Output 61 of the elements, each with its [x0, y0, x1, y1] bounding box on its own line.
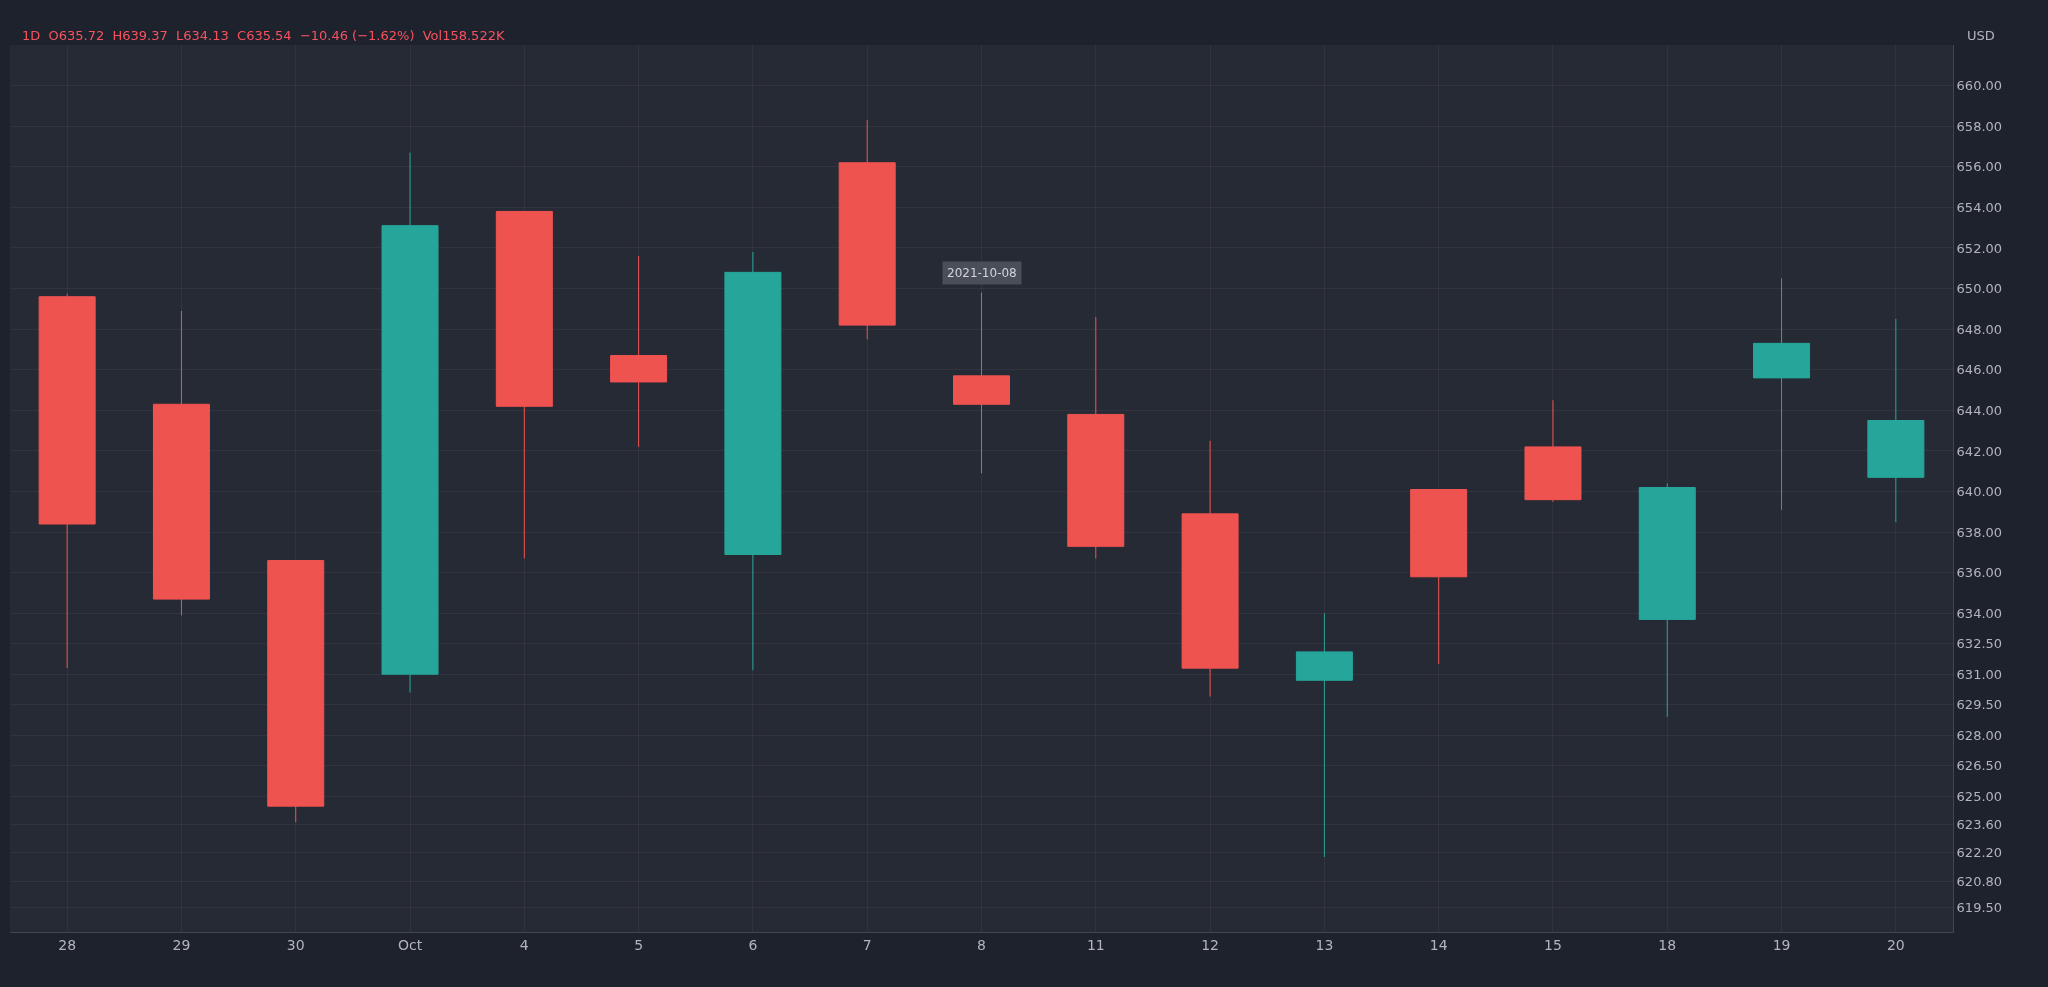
candlestick — [1410, 489, 1468, 665]
x-tick-label: 15 — [1544, 936, 1562, 953]
y-tick-label: 654.00 — [1956, 199, 2003, 215]
candlestick — [1067, 316, 1125, 560]
y-tick-label: 650.00 — [1956, 281, 2003, 297]
x-tick-label: 19 — [1772, 936, 1791, 953]
y-tick-label: 625.00 — [1956, 788, 2003, 804]
chart-title: 1D O635.72 H639.37 L634.13 C635.54 −10.46 (−1.62%) Vol158.522K — [22, 28, 505, 43]
x-tick-label: 29 — [172, 936, 191, 953]
candlestick — [38, 293, 96, 669]
y-tick-label: 642.00 — [1956, 443, 2003, 459]
x-tick-label: 6 — [748, 936, 758, 953]
y-tick-label: 622.20 — [1956, 845, 2003, 861]
x-tick-label: 4 — [519, 936, 529, 953]
y-tick-label: 631.00 — [1956, 666, 2003, 682]
x-tick-label: 11 — [1086, 936, 1105, 953]
candlestick — [381, 152, 439, 693]
candlestick — [724, 251, 782, 671]
y-tick-label: 623.60 — [1956, 816, 2003, 832]
y-tick-label: 640.00 — [1956, 484, 2003, 500]
candlestick — [152, 310, 210, 616]
annotation: 2021-10-08 — [947, 266, 1017, 280]
candlestick — [610, 255, 668, 448]
y-tick-label: 629.50 — [1956, 697, 2003, 713]
y-tick-label: 634.00 — [1956, 605, 2003, 621]
y-tick-label: 652.00 — [1956, 240, 2003, 256]
candlestick — [838, 119, 896, 340]
y-tick-label: 619.50 — [1956, 900, 2003, 916]
y-tick-label: 658.00 — [1956, 118, 2003, 134]
x-tick-label: 12 — [1201, 936, 1219, 953]
candlestick — [1524, 399, 1582, 503]
x-tick-label: 5 — [634, 936, 644, 953]
y-tick-label: 626.50 — [1956, 758, 2003, 774]
candlestick — [1753, 277, 1811, 511]
candlestick — [1867, 318, 1925, 523]
x-tick-label: 30 — [286, 936, 305, 953]
x-tick-label: 18 — [1658, 936, 1677, 953]
x-tick-label: 13 — [1315, 936, 1334, 953]
x-tick-label: 28 — [58, 936, 77, 953]
candlestick — [1295, 612, 1353, 858]
candlestick — [1638, 482, 1696, 718]
y-axis-title: USD — [1967, 28, 1995, 43]
y-tick-label: 620.80 — [1956, 873, 2003, 889]
y-tick-label: 656.00 — [1956, 159, 2003, 175]
candlestick — [1181, 440, 1239, 698]
y-tick-label: 638.00 — [1956, 524, 2003, 540]
candlestick — [267, 560, 325, 823]
y-tick-label: 628.00 — [1956, 727, 2003, 743]
y-tick-label: 646.00 — [1956, 362, 2003, 378]
y-tick-label: 632.50 — [1956, 636, 2003, 652]
x-tick-label: 14 — [1429, 936, 1448, 953]
x-tick-label: 7 — [862, 936, 872, 953]
y-tick-label: 636.00 — [1956, 565, 2003, 581]
y-tick-label: 648.00 — [1956, 321, 2003, 337]
y-tick-label: 660.00 — [1956, 78, 2003, 94]
x-tick-label: 8 — [977, 936, 986, 953]
y-tick-label: 644.00 — [1956, 402, 2003, 418]
candlestick — [495, 210, 553, 560]
candlestick — [953, 292, 1010, 474]
x-tick-label: Oct — [397, 936, 423, 953]
x-tick-label: 20 — [1886, 936, 1905, 953]
